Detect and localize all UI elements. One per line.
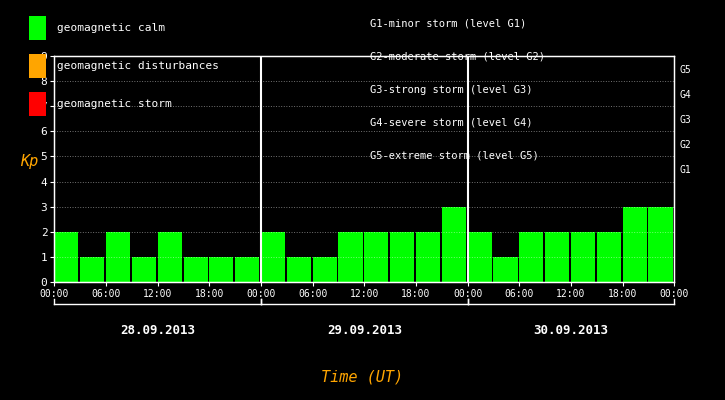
Bar	[648, 207, 673, 282]
Text: geomagnetic calm: geomagnetic calm	[57, 23, 165, 33]
Bar	[416, 232, 440, 282]
Bar	[364, 232, 389, 282]
Bar	[390, 232, 414, 282]
Text: 30.09.2013: 30.09.2013	[534, 324, 608, 336]
Bar	[494, 257, 518, 282]
Bar	[287, 257, 311, 282]
Bar	[157, 232, 182, 282]
Bar	[312, 257, 336, 282]
Bar	[183, 257, 207, 282]
Y-axis label: Kp: Kp	[20, 154, 38, 169]
Text: G3-strong storm (level G3): G3-strong storm (level G3)	[370, 85, 532, 95]
Bar	[442, 207, 466, 282]
Bar	[132, 257, 156, 282]
Text: Time (UT): Time (UT)	[321, 369, 404, 384]
Text: G4-severe storm (level G4): G4-severe storm (level G4)	[370, 118, 532, 128]
Bar	[674, 207, 698, 282]
Bar	[261, 232, 285, 282]
Text: G2-moderate storm (level G2): G2-moderate storm (level G2)	[370, 52, 544, 62]
Text: geomagnetic disturbances: geomagnetic disturbances	[57, 61, 218, 71]
Bar	[468, 232, 492, 282]
Bar	[519, 232, 543, 282]
Bar	[54, 232, 78, 282]
Bar	[339, 232, 362, 282]
Text: 28.09.2013: 28.09.2013	[120, 324, 195, 336]
Bar	[80, 257, 104, 282]
Bar	[597, 232, 621, 282]
Text: 29.09.2013: 29.09.2013	[327, 324, 402, 336]
Bar	[106, 232, 130, 282]
Bar	[235, 257, 260, 282]
Text: geomagnetic storm: geomagnetic storm	[57, 99, 171, 109]
Bar	[545, 232, 569, 282]
Bar	[571, 232, 595, 282]
Bar	[210, 257, 233, 282]
Text: G5-extreme storm (level G5): G5-extreme storm (level G5)	[370, 150, 539, 160]
Bar	[623, 207, 647, 282]
Text: G1-minor storm (level G1): G1-minor storm (level G1)	[370, 19, 526, 29]
